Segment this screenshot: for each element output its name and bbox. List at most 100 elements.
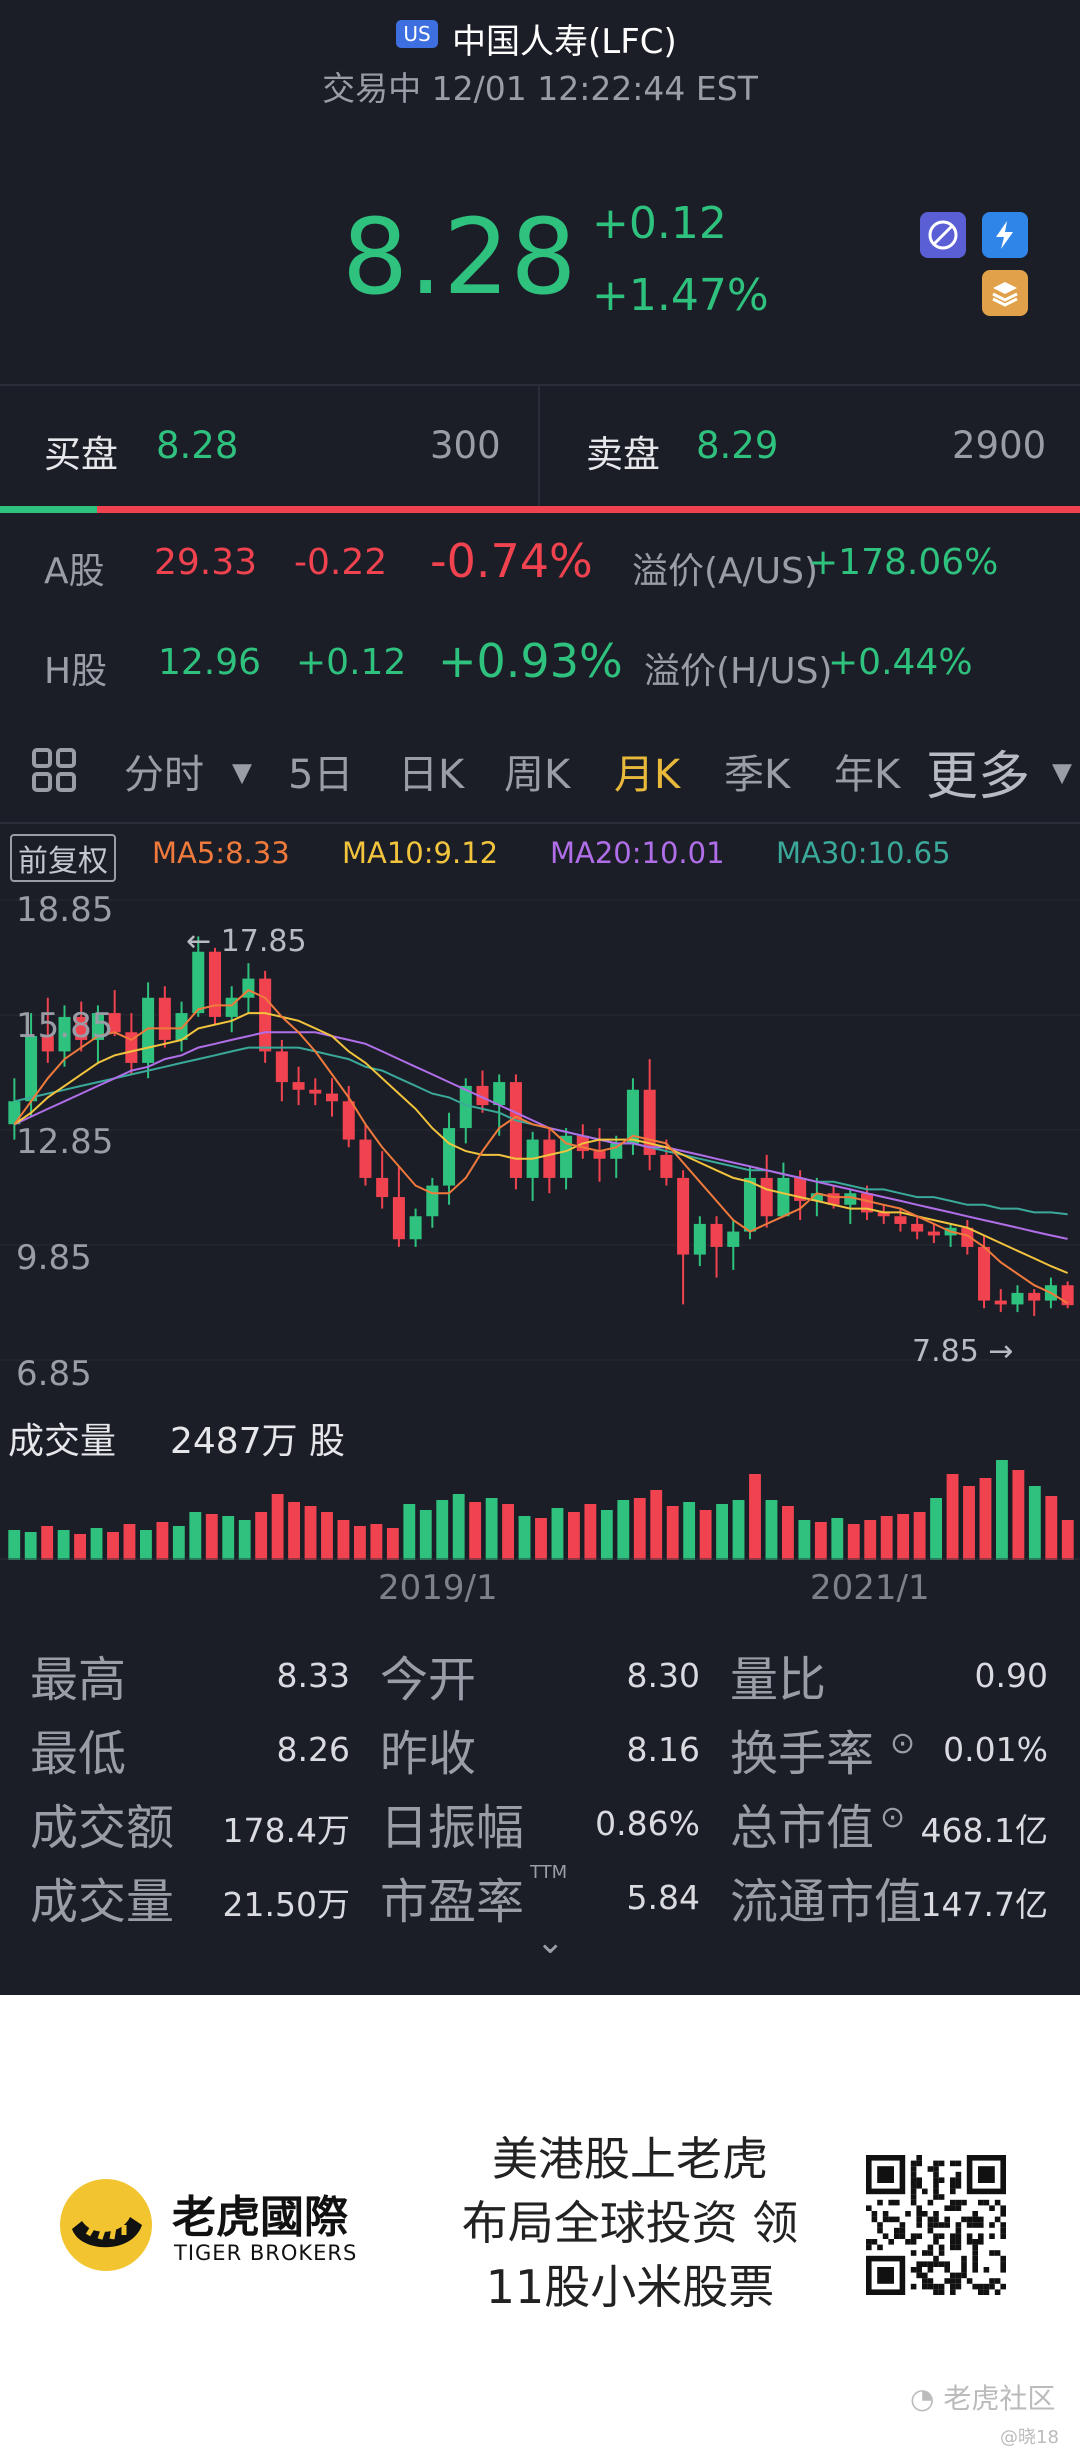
tab-weekly-k[interactable]: 周K xyxy=(504,752,571,798)
volume-bar xyxy=(716,1504,729,1560)
volume-bar xyxy=(485,1498,498,1560)
candle xyxy=(91,1005,104,1063)
volume-bar xyxy=(403,1504,416,1560)
qr-module xyxy=(994,2278,1001,2284)
info-icon[interactable]: ⊙ xyxy=(890,1726,916,1761)
qr-module xyxy=(871,2239,878,2245)
candle xyxy=(593,1128,606,1182)
qr-code[interactable] xyxy=(866,2155,1006,2295)
volume-bar xyxy=(1028,1486,1041,1560)
promo-banner: 老虎國際 TIGER BROKERS 美港股上老虎 布局全球投资 领 11股小米… xyxy=(0,1995,1080,2460)
tab-intraday[interactable]: 分时 xyxy=(124,752,204,798)
volume-bar xyxy=(321,1512,333,1560)
candle xyxy=(1011,1285,1024,1313)
tab-5day[interactable]: 5日 xyxy=(288,752,354,798)
candle-body xyxy=(325,1093,339,1102)
volume-bar xyxy=(1045,1496,1058,1560)
tab-more[interactable]: 更多 xyxy=(926,747,1031,807)
qr-module xyxy=(922,2188,928,2195)
qr-module xyxy=(927,2199,934,2206)
candle-body xyxy=(610,1143,623,1159)
info-icon[interactable]: ⊙ xyxy=(880,1800,906,1835)
volume-bar xyxy=(436,1500,449,1560)
chevron-down-icon[interactable]: ▼ xyxy=(232,758,252,788)
a-share-price: 29.33 xyxy=(154,542,258,583)
volume-bar xyxy=(551,1508,564,1560)
volume-bar xyxy=(288,1502,301,1560)
lightning-icon[interactable] xyxy=(982,212,1028,258)
qr-module xyxy=(955,2239,962,2245)
qr-module xyxy=(950,2278,956,2284)
qr-module xyxy=(922,2278,928,2284)
candle-body xyxy=(927,1231,940,1236)
tab-yearly-k[interactable]: 年K xyxy=(834,752,901,798)
stat-label: 成交额 xyxy=(30,1800,175,1856)
volume-bar xyxy=(683,1502,696,1560)
candle-body xyxy=(626,1089,639,1144)
qr-module xyxy=(916,2272,922,2279)
ask-size: 2900 xyxy=(952,424,1047,467)
kline-chart[interactable] xyxy=(0,880,1080,1400)
volume-bar xyxy=(172,1526,185,1560)
qr-module xyxy=(955,2183,962,2189)
price-change-pct: +1.47% xyxy=(592,270,769,321)
a-share-pct: -0.74% xyxy=(430,534,593,588)
qr-module xyxy=(1000,2261,1006,2267)
qr-module xyxy=(899,2222,906,2228)
candle xyxy=(359,1124,372,1186)
candle-body xyxy=(660,1154,673,1178)
qr-module xyxy=(938,2250,945,2256)
candle-body xyxy=(693,1223,706,1255)
volume-bar xyxy=(271,1494,284,1560)
qr-module xyxy=(933,2160,939,2167)
no-fee-icon[interactable] xyxy=(920,212,966,258)
qr-module xyxy=(877,2244,883,2251)
qr-module xyxy=(966,2222,973,2228)
qr-finder xyxy=(877,2166,894,2183)
adjust-mode-button[interactable]: 前复权 xyxy=(10,834,116,882)
candle xyxy=(242,963,255,1014)
ma30-label: MA30:10.65 xyxy=(776,836,951,870)
qr-module xyxy=(882,2233,889,2239)
qr-module xyxy=(950,2183,956,2189)
qr-module xyxy=(950,2244,956,2251)
candle xyxy=(710,1216,723,1278)
volume-chart[interactable] xyxy=(0,1455,1080,1560)
tab-quarterly-k[interactable]: 季K xyxy=(724,752,791,798)
candle xyxy=(693,1216,706,1267)
candle xyxy=(192,936,205,1017)
qr-module xyxy=(983,2267,990,2273)
candle xyxy=(944,1223,957,1247)
qr-module xyxy=(955,2199,962,2206)
more-chevron-icon[interactable]: ▼ xyxy=(1052,758,1072,788)
a-premium-label: 溢价(A/US) xyxy=(632,551,819,592)
candle-body xyxy=(125,1032,138,1063)
volume-bar xyxy=(255,1512,268,1560)
volume-bar xyxy=(913,1512,926,1560)
candle-body xyxy=(1011,1292,1024,1305)
stat-value: 0.90 xyxy=(974,1656,1048,1695)
candle xyxy=(643,1059,656,1171)
divider xyxy=(0,384,1080,386)
volume-bar xyxy=(617,1500,630,1560)
grid-icon[interactable] xyxy=(30,746,78,798)
qr-module xyxy=(927,2267,934,2273)
candle-body xyxy=(409,1216,422,1240)
candle-body xyxy=(309,1089,322,1094)
qr-module xyxy=(899,2227,906,2234)
ma10-label: MA10:9.12 xyxy=(342,836,499,870)
qr-module xyxy=(916,2160,922,2167)
layers-icon[interactable] xyxy=(982,270,1028,316)
tab-daily-k[interactable]: 日K xyxy=(398,752,465,798)
expand-chevron-icon[interactable]: ⌄ xyxy=(536,1922,565,1962)
candle xyxy=(208,947,222,1025)
stat-label: 今开 xyxy=(380,1652,477,1708)
qr-module xyxy=(922,2283,928,2290)
candle-body xyxy=(58,1016,71,1052)
qr-module xyxy=(910,2166,917,2172)
qr-module xyxy=(933,2239,939,2245)
volume-bar xyxy=(74,1534,87,1560)
candle xyxy=(58,1005,71,1067)
candle xyxy=(1061,1281,1074,1309)
tab-monthly-k[interactable]: 月K xyxy=(614,752,681,798)
